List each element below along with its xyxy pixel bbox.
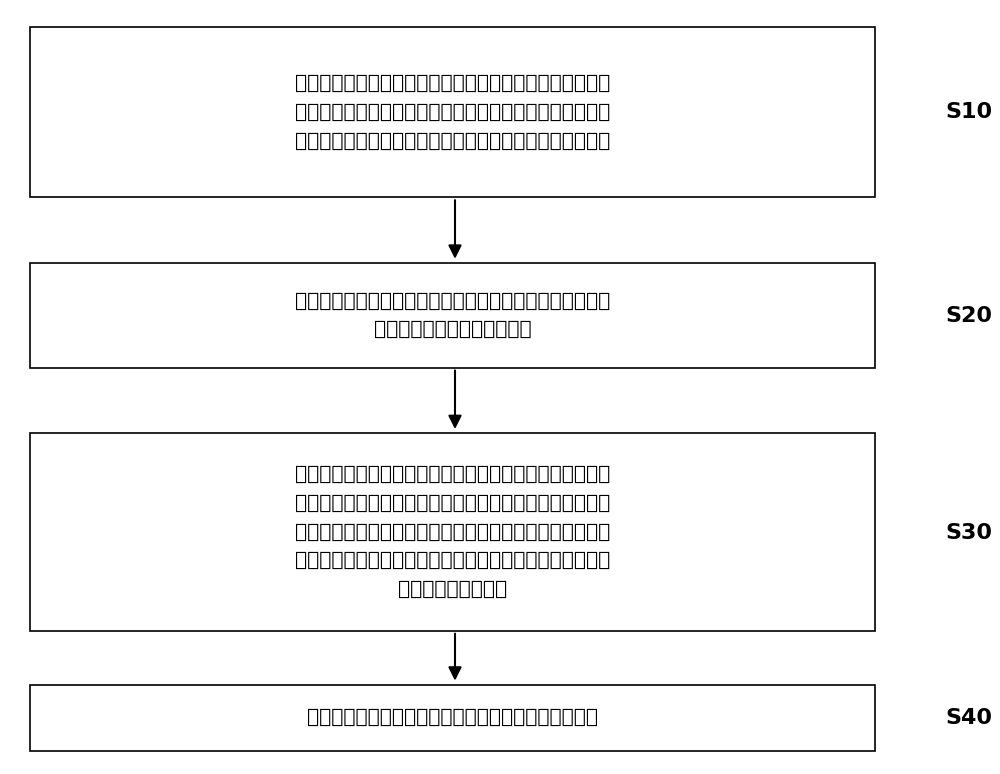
Text: 将所述待测物表面离散为预设数量的第二目标点，获取所述
位移传感器测量每一第二目标点时对应的第一笛卡尔坐标值
和所述位移传感器输出的第一测量值，并根据所述第一笛卡: 将所述待测物表面离散为预设数量的第二目标点，获取所述 位移传感器测量每一第二目标… [295,465,610,599]
Text: 根据所述第二笛卡尔坐标值计算所述第二目标点的曲率: 根据所述第二笛卡尔坐标值计算所述第二目标点的曲率 [307,708,598,728]
Text: S40: S40 [945,708,992,728]
Text: 以第一目标点的法线方向为基准，设置位移传感器旋转自由
度的参考点位置，所述位移传感器位于由光栅尺建立的笛卡
尔直角坐标系中，所述第一目标点为待测物表面的任意一点: 以第一目标点的法线方向为基准，设置位移传感器旋转自由 度的参考点位置，所述位移传… [295,74,610,150]
Bar [30,685,875,751]
Text: 以所述参考点位置为基准，确定所述位移传感器的旋转中心
到所述第一目标点的绝对距离: 以所述参考点位置为基准，确定所述位移传感器的旋转中心 到所述第一目标点的绝对距离 [295,292,610,339]
Text: S20: S20 [945,306,992,326]
Text: S10: S10 [945,102,992,122]
Bar [30,433,875,631]
Bar [30,263,875,368]
Text: S30: S30 [945,522,992,543]
Bar [30,27,875,197]
